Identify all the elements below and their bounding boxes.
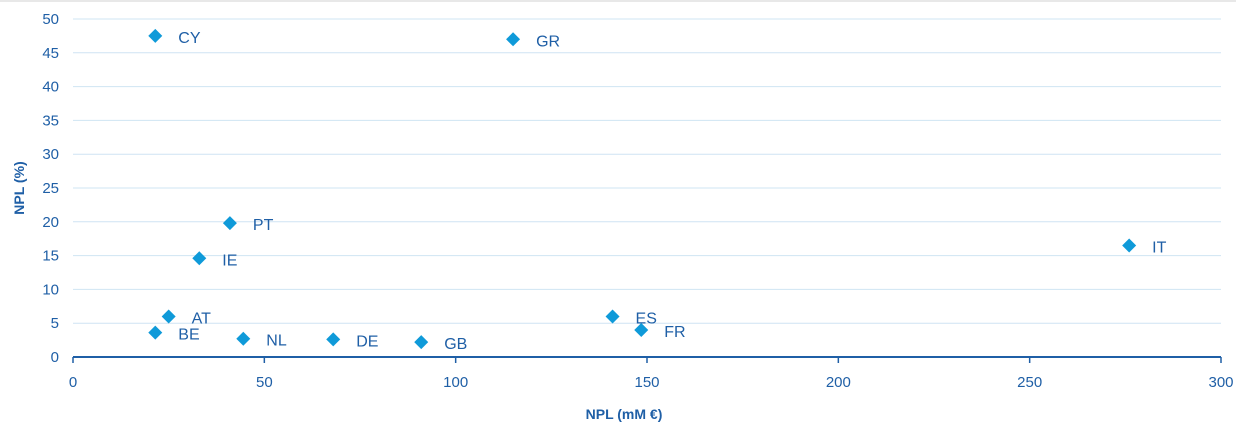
y-axis-title: NPL (%) <box>11 161 27 214</box>
point-label-pt: PT <box>253 217 274 234</box>
axes: 0 5 10 15 20 25 30 35 40 45 50 0 50 100 150 200 250 300 <box>42 11 1233 391</box>
y-tick-label: 45 <box>42 45 59 62</box>
x-tick-label: 0 <box>69 374 77 391</box>
point-nl <box>236 331 251 346</box>
point-fr <box>634 322 649 337</box>
point-label-ie: IE <box>222 252 237 269</box>
point-label-de: DE <box>356 333 378 350</box>
point-at <box>161 309 176 324</box>
x-tick-label: 150 <box>634 374 659 391</box>
point-be <box>148 325 163 340</box>
point-it <box>1122 238 1137 253</box>
x-tick-label: 250 <box>1017 374 1042 391</box>
x-axis-title: NPL (mM €) <box>586 406 663 422</box>
point-de <box>326 332 341 347</box>
y-tick-label: 20 <box>42 214 59 231</box>
point-pt <box>222 216 237 231</box>
point-label-be: BE <box>178 327 199 344</box>
point-label-at: AT <box>192 310 211 327</box>
y-tick-label: 10 <box>42 281 59 298</box>
point-es <box>605 309 620 324</box>
point-cy <box>148 28 163 43</box>
y-tick-label: 15 <box>42 248 59 265</box>
point-gb <box>414 335 429 350</box>
y-tick-label: 5 <box>51 315 59 332</box>
point-gr <box>506 32 521 47</box>
point-label-fr: FR <box>664 324 685 341</box>
point-label-it: IT <box>1152 239 1166 256</box>
y-tick-label: 30 <box>42 146 59 163</box>
y-tick-label: 25 <box>42 180 59 197</box>
point-label-gr: GR <box>536 33 560 50</box>
point-label-es: ES <box>636 310 657 327</box>
point-label-nl: NL <box>266 333 287 350</box>
y-tick-label: 50 <box>42 11 59 28</box>
y-tick-label: 0 <box>51 349 59 366</box>
point-label-cy: CY <box>178 30 201 47</box>
y-tick-label: 35 <box>42 112 59 129</box>
point-label-gb: GB <box>444 336 467 353</box>
y-tick-label: 40 <box>42 79 59 96</box>
x-tick-label: 300 <box>1208 374 1233 391</box>
x-tick-label: 200 <box>826 374 851 391</box>
x-tick-label: 100 <box>443 374 468 391</box>
x-tick-label: 50 <box>256 374 273 391</box>
point-ie <box>192 251 207 266</box>
gridlines <box>73 18 1221 324</box>
